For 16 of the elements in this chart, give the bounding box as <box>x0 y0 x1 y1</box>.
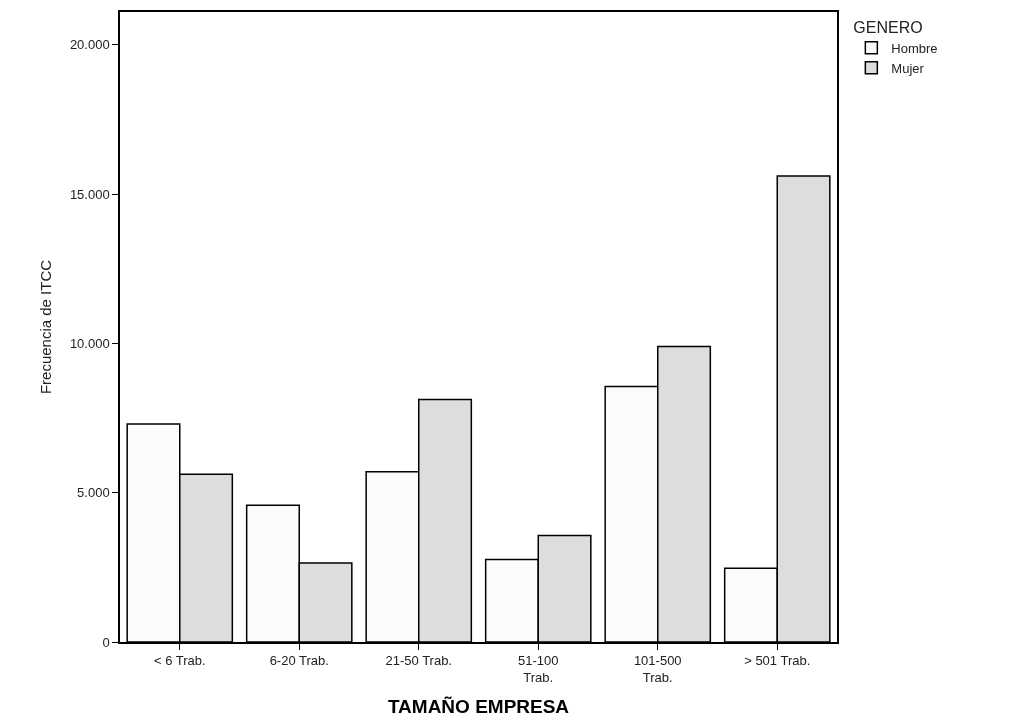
x-tick-label: 101-500 Trab. <box>633 653 682 686</box>
x-tick-label: 6-20 Trab. <box>269 653 329 669</box>
x-tick-label: 51-100 Trab. <box>518 653 559 686</box>
y-tick-label: 0 <box>102 634 110 650</box>
x-tick-label: < 6 Trab. <box>153 653 206 669</box>
legend-label: Mujer <box>891 60 925 76</box>
y-tick-label: 15.000 <box>69 186 110 202</box>
legend-label: Hombre <box>891 40 938 56</box>
x-tick-label: > 501 Trab. <box>744 653 811 669</box>
y-axis-title: Frecuencia de ITCC <box>36 259 54 395</box>
x-tick-label: 21-50 Trab. <box>385 653 452 669</box>
y-tick-label: 5.000 <box>77 485 110 501</box>
y-tick-label: 20.000 <box>69 37 110 53</box>
y-tick-label: 10.000 <box>69 335 110 351</box>
legend-title: GENERO <box>853 18 923 36</box>
x-axis-title: TAMAÑO EMPRESA <box>387 695 570 717</box>
